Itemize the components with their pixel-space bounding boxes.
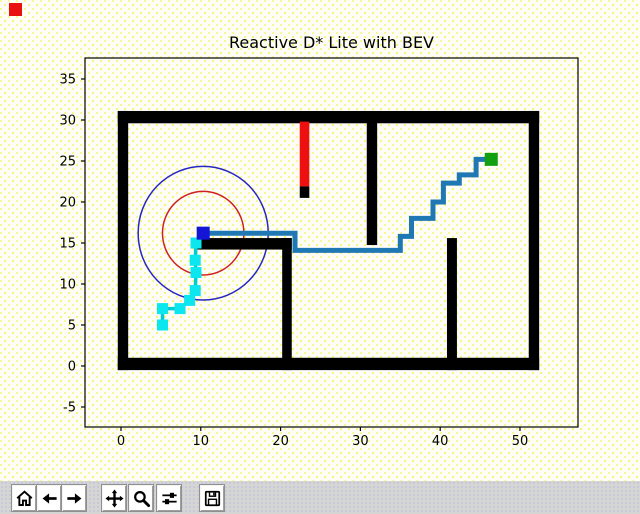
y-tick-label: 10 bbox=[59, 277, 76, 292]
traveled-waypoint-marker bbox=[184, 294, 196, 306]
traveled-waypoint-marker bbox=[190, 237, 202, 249]
x-tick-label: 20 bbox=[272, 434, 289, 449]
floppy-disk-icon bbox=[204, 490, 220, 506]
zoom-button[interactable] bbox=[128, 484, 154, 512]
wall-obstacle bbox=[117, 357, 540, 371]
magnifier-icon bbox=[133, 490, 150, 507]
sliders-icon bbox=[161, 492, 177, 504]
x-tick-label: 0 bbox=[117, 434, 125, 449]
wall-obstacle bbox=[446, 238, 457, 371]
forward-button[interactable] bbox=[61, 484, 87, 512]
traveled-waypoint-marker bbox=[189, 254, 201, 266]
y-tick-label: 15 bbox=[59, 236, 76, 251]
home-button[interactable] bbox=[11, 484, 37, 512]
figure-canvas: Reactive D* Lite with BEV 0 10 20 30 40 50 -5 0… bbox=[0, 0, 640, 481]
wall-obstacle bbox=[366, 122, 378, 246]
wall-obstacle bbox=[117, 110, 540, 124]
traveled-waypoint-marker bbox=[174, 303, 186, 315]
planned-path bbox=[203, 156, 492, 253]
navigation-toolbar bbox=[0, 481, 640, 514]
back-arrow-icon bbox=[42, 492, 57, 504]
wall-obstacle bbox=[117, 110, 129, 371]
configure-subplots-button[interactable] bbox=[156, 484, 182, 512]
y-tick-label: -5 bbox=[63, 400, 76, 415]
robot-marker bbox=[196, 226, 210, 240]
traveled-waypoint-marker bbox=[156, 303, 168, 315]
pan-button[interactable] bbox=[101, 484, 127, 512]
y-tick-label: 30 bbox=[59, 113, 76, 128]
wall-obstacle bbox=[196, 238, 292, 250]
x-tick-label: 40 bbox=[432, 434, 449, 449]
y-tick-label: 0 bbox=[68, 359, 76, 374]
forward-arrow-icon bbox=[66, 492, 81, 504]
traveled-waypoint-marker bbox=[156, 319, 168, 331]
x-tick-label: 30 bbox=[352, 434, 369, 449]
save-button[interactable] bbox=[199, 484, 225, 512]
pan-move-icon bbox=[104, 488, 124, 508]
back-button[interactable] bbox=[36, 484, 62, 512]
wall-obstacle bbox=[282, 238, 292, 371]
y-tick-label: 5 bbox=[68, 318, 76, 333]
wall-obstacle bbox=[528, 110, 540, 371]
plot-title: Reactive D* Lite with BEV bbox=[229, 33, 434, 52]
y-tick-label: 25 bbox=[59, 154, 76, 169]
moving-obstacle-tip bbox=[299, 186, 310, 198]
moving-obstacle-bar bbox=[299, 121, 310, 187]
goal-marker bbox=[484, 152, 498, 166]
traveled-waypoint-marker bbox=[190, 267, 202, 279]
y-tick-label: 20 bbox=[59, 195, 76, 210]
recording-indicator bbox=[9, 3, 22, 16]
plot-area[interactable]: 0 10 20 30 40 50 -5 0 5 10 15 20 25 30 35 bbox=[0, 0, 640, 481]
traveled-waypoint-marker bbox=[189, 285, 201, 297]
x-tick-label: 10 bbox=[193, 434, 210, 449]
x-tick-label: 50 bbox=[512, 434, 529, 449]
home-icon bbox=[16, 489, 32, 506]
y-tick-label: 35 bbox=[59, 72, 76, 87]
